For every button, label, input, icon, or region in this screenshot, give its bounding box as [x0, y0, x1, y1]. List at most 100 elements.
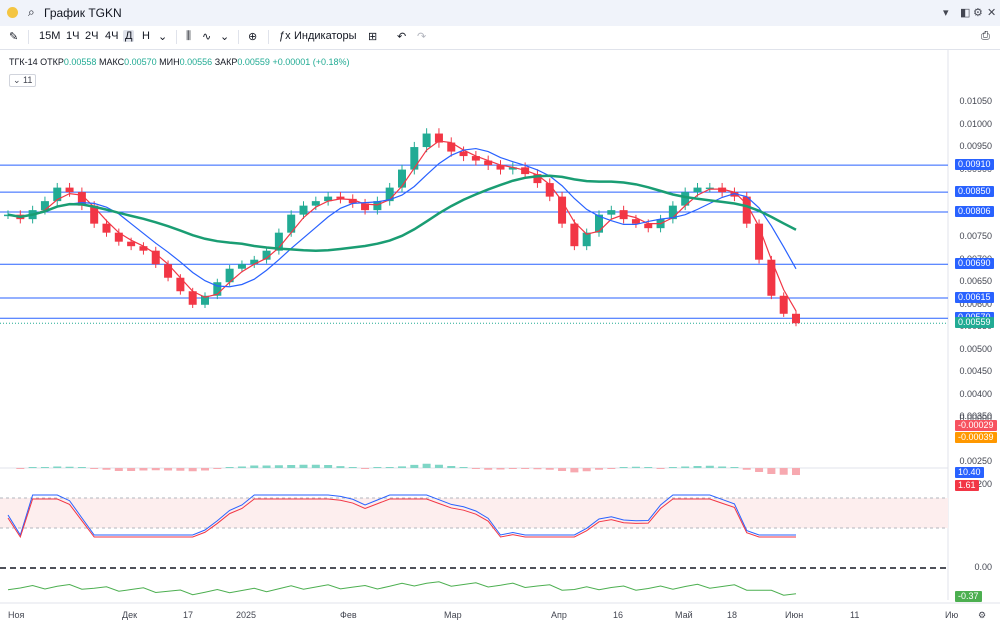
- legend-low-label: МИН: [159, 57, 180, 67]
- macd-histogram-bar: [188, 468, 197, 472]
- macd-histogram-bar: [77, 467, 86, 468]
- macd-histogram-bar: [422, 463, 431, 468]
- date-label: Фев: [340, 610, 357, 620]
- chart-toolbar: ✎ 15M 1Ч 2Ч 4Ч Д Н ⌄ ⫼ ∿ ⌄ ⊕ ƒx Индикато…: [0, 26, 1000, 50]
- candle-body: [533, 174, 542, 184]
- candle-body: [262, 250, 271, 260]
- level-price-label: 0.00806: [955, 205, 994, 217]
- undo-icon[interactable]: ↶: [397, 31, 407, 43]
- macd-histogram-bar: [237, 466, 246, 468]
- price-tick-label: 0.00500: [959, 343, 992, 354]
- macd-histogram-bar: [668, 467, 677, 468]
- price-tick-label: 0.00650: [959, 276, 992, 287]
- candles-icon[interactable]: ⫼: [186, 30, 192, 42]
- candle-body: [718, 187, 727, 193]
- indicators-button[interactable]: Индикаторы: [294, 30, 357, 42]
- title-bar: ⌕ График TGKN ▾ ◧ ⚙ ✕: [0, 0, 1000, 27]
- add-icon[interactable]: ⊕: [248, 31, 258, 43]
- candle-body: [90, 205, 99, 224]
- stoch-k-line: [7, 494, 796, 537]
- maximize-button[interactable]: ◧: [960, 7, 971, 19]
- macd-histogram-bar: [767, 468, 776, 474]
- macd-histogram-bar: [582, 468, 591, 472]
- legend-open-label: ОТКР: [40, 57, 64, 67]
- price-tick-label: 0.01050: [959, 96, 992, 106]
- macd-histogram-bar: [262, 465, 271, 468]
- divider: [176, 30, 177, 44]
- candle-body: [213, 282, 222, 296]
- level-price-label: 0.00910: [955, 159, 994, 171]
- macd-histogram-bar: [521, 468, 530, 469]
- candle-body: [582, 232, 591, 247]
- legend-high-label: МАКС: [98, 57, 125, 67]
- timeframe-15m[interactable]: 15M: [39, 30, 61, 42]
- macd-histogram-bar: [213, 468, 222, 469]
- candle-body: [668, 205, 677, 220]
- candle-body: [755, 223, 764, 260]
- candle-body: [730, 192, 739, 197]
- macd-histogram-bar: [730, 467, 739, 468]
- macd-histogram-bar: [545, 468, 554, 470]
- candle-body: [681, 192, 690, 206]
- macd-zero-label: 0.00000: [959, 413, 992, 423]
- candle-body: [742, 196, 751, 224]
- chevron-down-icon[interactable]: ⌄: [158, 31, 168, 43]
- stoch-k-label: 10.40: [955, 467, 984, 478]
- mid-ma-line: [7, 147, 797, 288]
- legend-symbol: ТГК-14: [9, 57, 38, 67]
- candle-body: [385, 187, 394, 202]
- date-label: Ию: [945, 610, 959, 620]
- candle-body: [496, 165, 505, 170]
- macd-histogram-bar: [570, 468, 579, 473]
- candle-body: [508, 167, 517, 170]
- date-label: Ноя: [8, 610, 25, 620]
- pencil-icon[interactable]: ✎: [9, 31, 19, 43]
- timeframe-2h[interactable]: 2Ч: [85, 30, 99, 42]
- layout-icon[interactable]: ⊞: [368, 31, 378, 43]
- chevron-down-icon[interactable]: ⌄: [220, 31, 230, 43]
- price-tick-label: 0.01000: [959, 118, 992, 129]
- macd-histogram-bar: [373, 467, 382, 468]
- price-chart[interactable]: [0, 50, 1000, 626]
- timeframe-week[interactable]: Н: [142, 30, 150, 42]
- macd-histogram-bar: [447, 466, 456, 468]
- legend-open: 0.00558: [63, 57, 97, 67]
- macd-histogram-bar: [459, 467, 468, 468]
- macd-histogram-bar: [299, 464, 308, 468]
- settings-icon[interactable]: ⚙: [973, 7, 983, 19]
- chart-legend: ТГК-14 ОТКР0.00558 МАКС0.00570 МИН0.0055…: [9, 57, 350, 67]
- indicator-toggle[interactable]: ⌄ 11: [9, 74, 37, 87]
- candle-body: [176, 277, 185, 292]
- level-price-label: 0.00850: [955, 186, 994, 198]
- camera-icon[interactable]: ⎙: [981, 30, 990, 42]
- window-title: График TGKN: [44, 6, 122, 20]
- collapse-button[interactable]: ▾: [943, 7, 949, 19]
- search-icon[interactable]: ⌕: [28, 5, 35, 19]
- candle-body: [40, 201, 49, 211]
- redo-icon[interactable]: ↷: [417, 31, 427, 43]
- candle-body: [484, 160, 493, 166]
- macd-histogram-bar: [792, 468, 800, 476]
- price-tick-label: 0.00600: [959, 298, 992, 309]
- scale-settings-icon[interactable]: ⚙: [978, 610, 987, 620]
- candle-body: [558, 196, 567, 224]
- macd-histogram-bar: [287, 465, 296, 468]
- macd-histogram-bar: [311, 464, 320, 468]
- line-chart-icon[interactable]: ∿: [202, 31, 212, 43]
- fast-ma-line: [7, 140, 797, 312]
- macd-histogram-bar: [250, 465, 259, 468]
- timeframe-1h[interactable]: 1Ч: [66, 30, 80, 42]
- timeframe-4h[interactable]: 4Ч: [105, 30, 119, 42]
- candle-body: [545, 183, 554, 197]
- candle-body: [237, 264, 246, 269]
- timeframe-day[interactable]: Д: [123, 30, 135, 42]
- macd-histogram-bar: [705, 465, 714, 468]
- candle-body: [779, 295, 788, 314]
- candle-body: [225, 268, 234, 283]
- close-button[interactable]: ✕: [987, 7, 997, 19]
- date-label: 17: [183, 610, 194, 620]
- candle-body: [151, 250, 160, 265]
- candle-body: [410, 147, 419, 170]
- macd-histogram-bar: [496, 468, 505, 470]
- macd-histogram-bar: [755, 468, 764, 472]
